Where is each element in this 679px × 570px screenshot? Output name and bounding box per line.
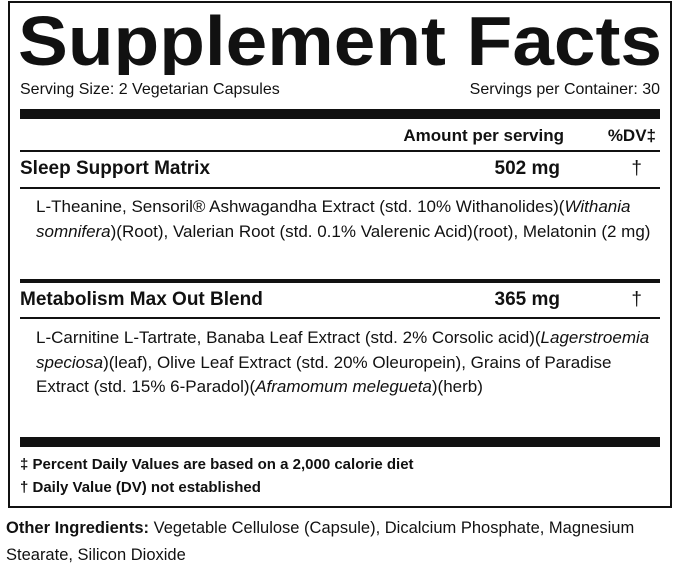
thick-rule xyxy=(20,109,660,119)
latin-name: Aframomum melegueta xyxy=(255,377,432,396)
other-ingredients-text: Vegetable Cellulose (Capsule), Dicalcium… xyxy=(6,519,635,564)
footnote: ‡ Percent Daily Values are based on a 2,… xyxy=(20,456,414,473)
thick-rule xyxy=(20,437,660,447)
blend-name: Metabolism Max Out Blend xyxy=(20,289,263,310)
blend-dv: † xyxy=(631,289,642,310)
blend-amount: 502 mg xyxy=(494,158,560,179)
text: L-Carnitine L-Tartrate, Banaba Leaf Extr… xyxy=(36,328,541,347)
blend-amount: 365 mg xyxy=(494,289,560,310)
column-header: %DV‡ xyxy=(607,126,656,145)
blend-name: Sleep Support Matrix xyxy=(20,158,211,179)
medium-rule xyxy=(20,279,660,283)
blend-description: L-Theanine, Sensoril® Ashwagandha Extrac… xyxy=(36,195,668,244)
rule xyxy=(20,187,660,189)
column-header: Amount per serving xyxy=(403,126,564,145)
footnote: † Daily Value (DV) not established xyxy=(20,479,261,496)
servings-per-container: Servings per Container: 30 xyxy=(469,81,660,98)
latin-name: Withania somnifera xyxy=(36,197,631,241)
title-svg: Supplement Facts xyxy=(18,3,662,75)
title: Supplement Facts xyxy=(18,3,662,75)
text: )(herb) xyxy=(431,377,483,396)
blend-dv: † xyxy=(631,158,642,179)
blend-description: L-Carnitine L-Tartrate, Banaba Leaf Extr… xyxy=(36,326,668,400)
text: L-Theanine, Sensoril® Ashwagandha Extrac… xyxy=(36,197,565,216)
other-ingredients-label: Other Ingredients: xyxy=(6,519,150,537)
rule xyxy=(20,317,660,319)
text: )(Root), Valerian Root (std. 0.1% Valere… xyxy=(110,221,651,241)
facts-panel: Supplement Facts Serving Size: 2 Vegetar… xyxy=(8,1,672,508)
latin-name: Lagerstroemia speciosa xyxy=(36,328,650,372)
serving-size: Serving Size: 2 Vegetarian Capsules xyxy=(20,81,280,98)
other-ingredients: Other Ingredients: Vegetable Cellulose (… xyxy=(6,515,674,569)
text: )(leaf), Olive Leaf Extract (std. 20% Ol… xyxy=(36,352,612,397)
rule xyxy=(20,150,660,152)
